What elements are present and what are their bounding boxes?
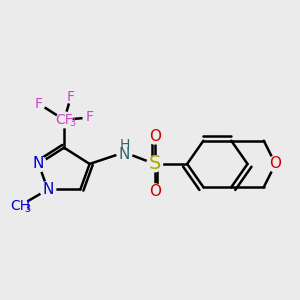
Text: F: F	[34, 97, 43, 111]
Text: F: F	[85, 110, 94, 124]
Circle shape	[12, 198, 28, 214]
Text: 3: 3	[25, 203, 31, 214]
Circle shape	[117, 144, 132, 160]
Text: 3: 3	[69, 118, 75, 128]
Circle shape	[83, 111, 96, 124]
Circle shape	[40, 182, 56, 197]
Text: S: S	[148, 154, 161, 173]
Text: N: N	[33, 156, 44, 171]
Text: N: N	[119, 147, 130, 162]
Text: N: N	[42, 182, 53, 197]
Circle shape	[147, 128, 163, 144]
Text: O: O	[269, 156, 281, 171]
Text: CF: CF	[55, 113, 73, 127]
Text: F: F	[67, 90, 75, 104]
Circle shape	[56, 112, 72, 128]
Circle shape	[147, 156, 163, 172]
Circle shape	[31, 156, 46, 172]
Text: O: O	[148, 129, 160, 144]
Circle shape	[32, 97, 45, 110]
Text: O: O	[148, 184, 160, 199]
Circle shape	[64, 90, 78, 103]
Text: CH: CH	[10, 199, 30, 213]
Circle shape	[268, 156, 283, 172]
Text: H: H	[119, 138, 130, 152]
Circle shape	[147, 184, 163, 200]
